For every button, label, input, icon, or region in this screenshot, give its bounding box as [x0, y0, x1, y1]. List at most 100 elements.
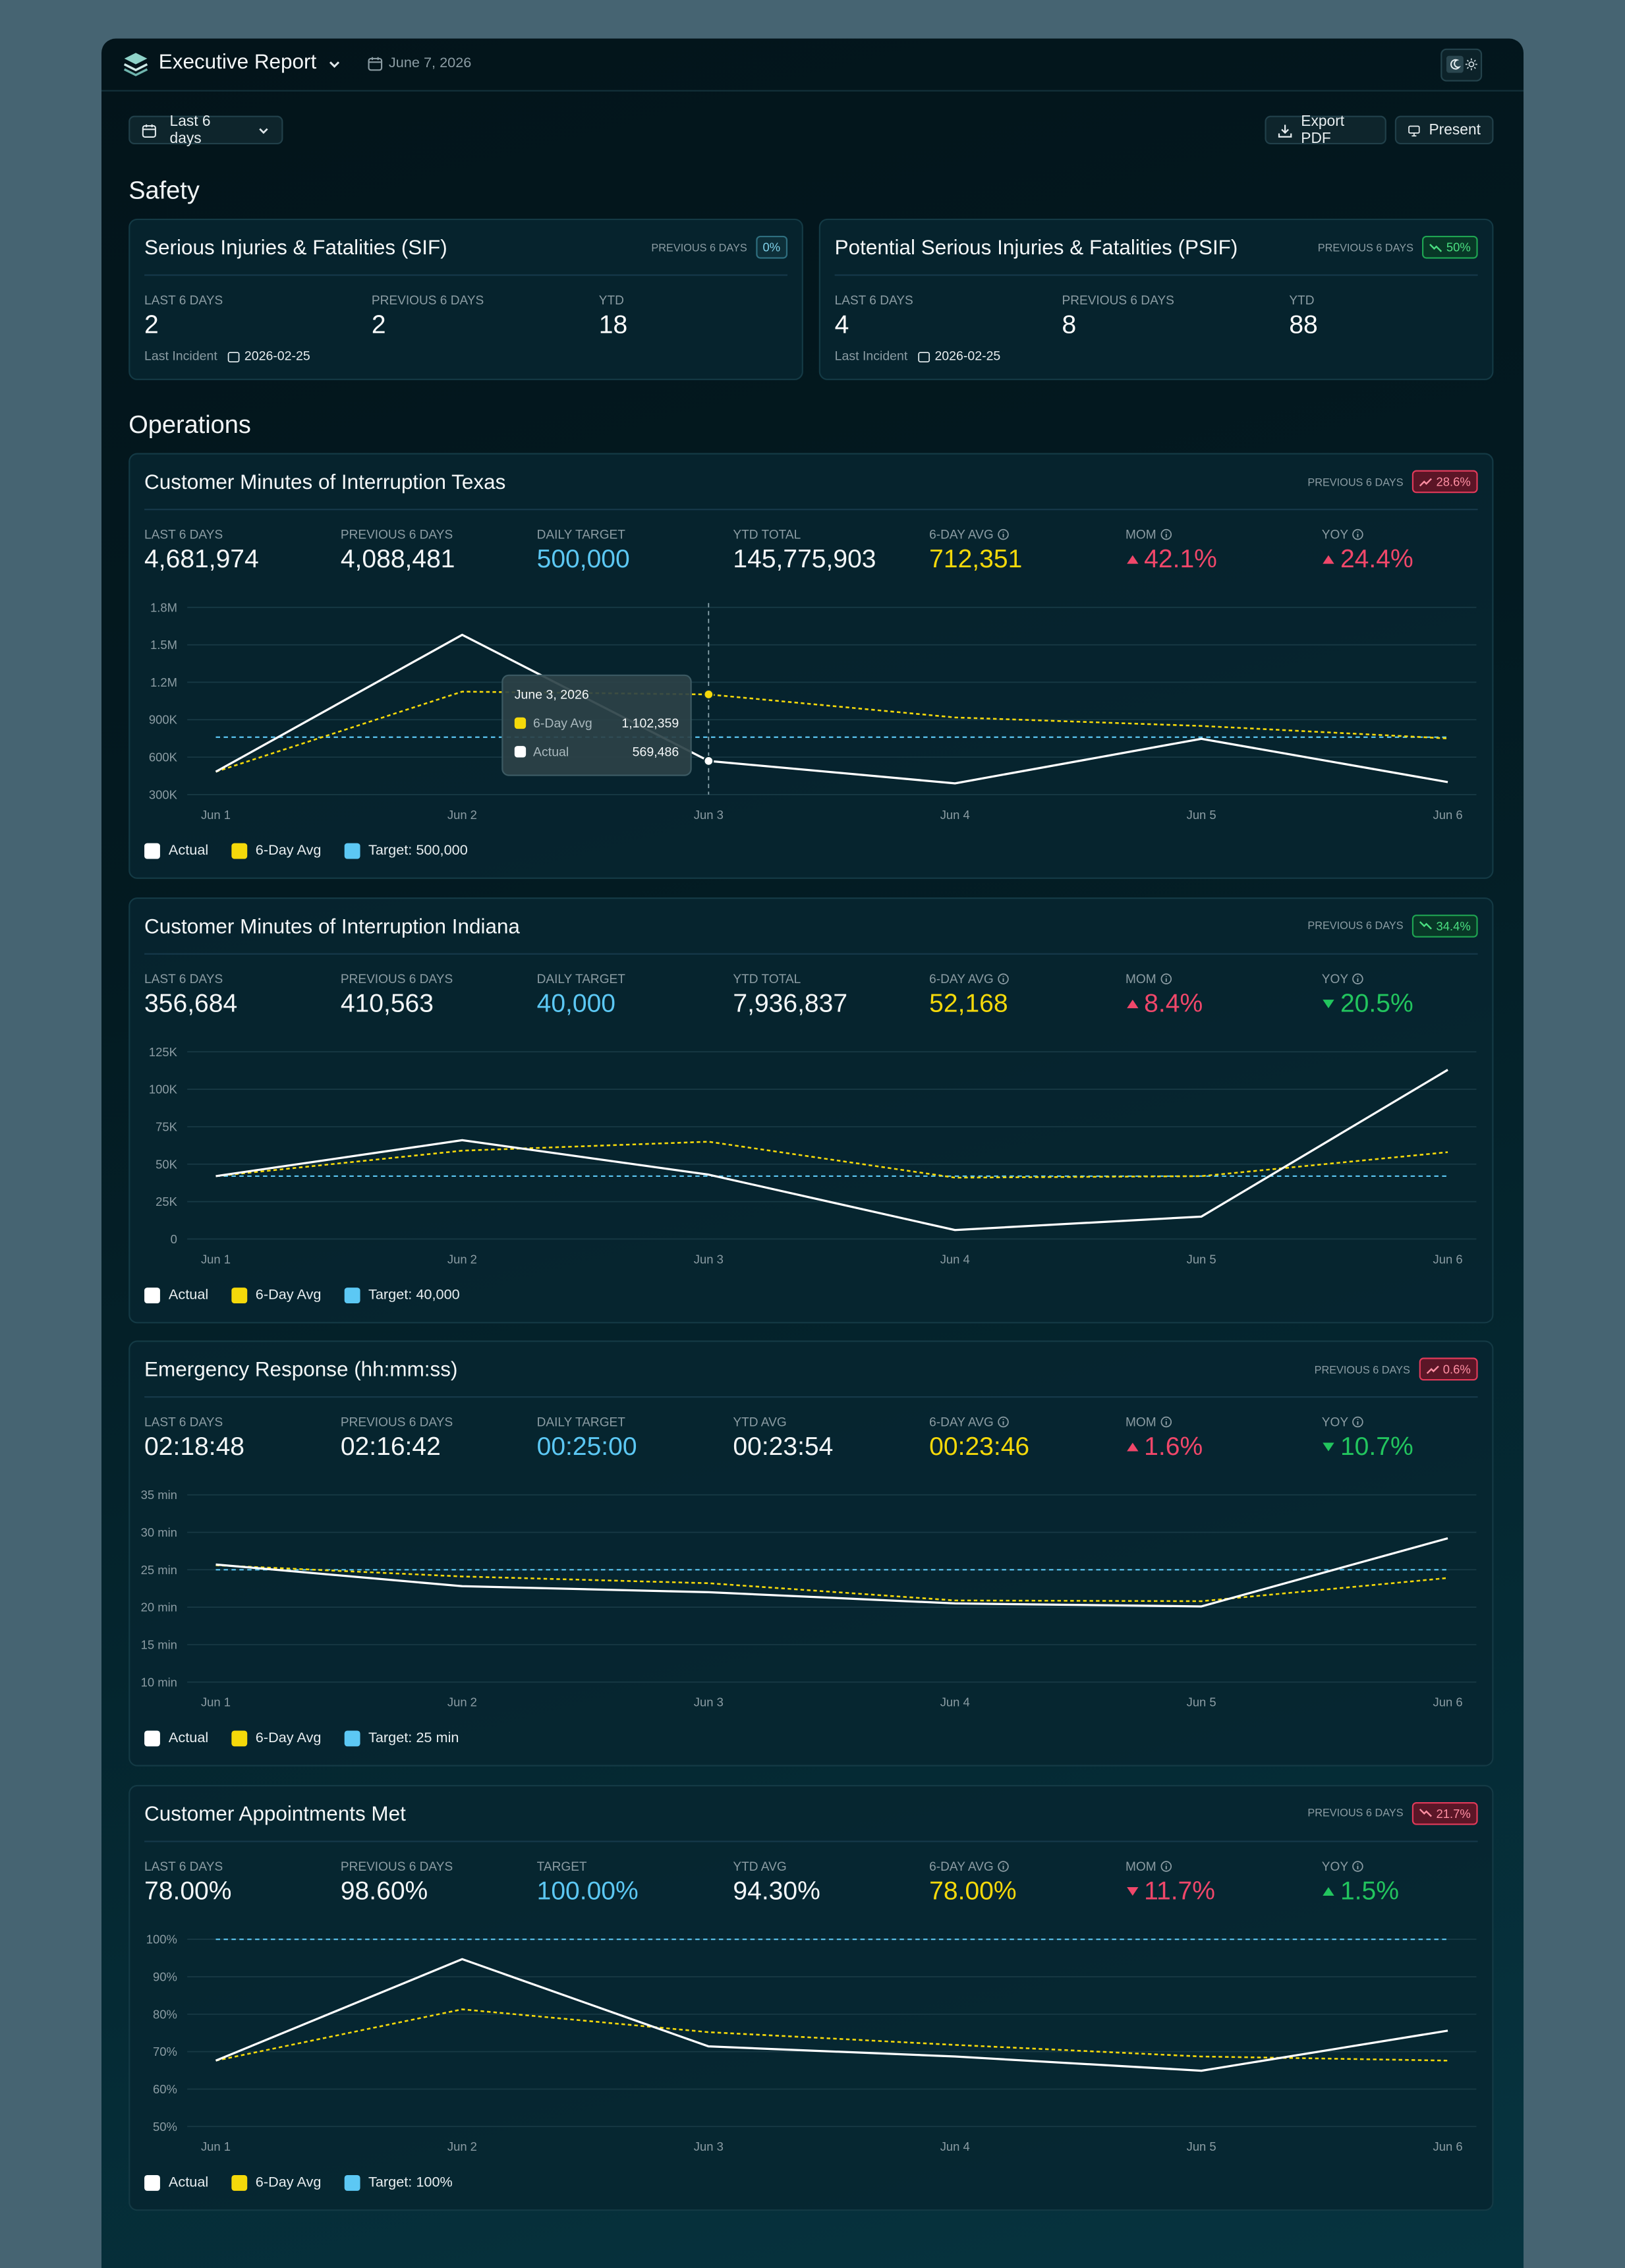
- badge-value: 28.6%: [1436, 474, 1471, 489]
- download-icon: [1278, 124, 1292, 137]
- present-icon: [1408, 125, 1420, 136]
- stat-value-text: 100.00%: [536, 1875, 639, 1905]
- incident: 2026-02-25: [917, 349, 1000, 363]
- report-panel: Executive Report June 7, 2026 Last 6 day…: [101, 38, 1524, 2268]
- y-tick-label: 100K: [149, 1082, 178, 1096]
- info-icon: [1160, 973, 1172, 984]
- export-button[interactable]: Export PDF: [1265, 113, 1386, 147]
- stat-label: PREVIOUS 6 DAYS: [341, 1415, 453, 1429]
- y-tick-label: 75K: [156, 1119, 177, 1133]
- trend-path: [1429, 242, 1442, 252]
- stat-value: 410,563: [341, 988, 434, 1019]
- theme-toggle: [1440, 48, 1483, 82]
- tooltip-row: 6-Day Avg 1,102,359: [514, 716, 679, 731]
- incident-date: 2026-02-25: [244, 349, 310, 363]
- legend-item: 6-Day Avg: [231, 1287, 322, 1303]
- legend-label: Target: 100%: [368, 2174, 453, 2190]
- divider: [144, 1840, 1478, 1842]
- comparison-label: PREVIOUS 6 DAYS: [1307, 919, 1404, 932]
- y-tick-label: 30 min: [141, 1525, 177, 1539]
- stat-label: YTD TOTAL: [733, 527, 801, 542]
- legend-label: 6-Day Avg: [255, 843, 322, 859]
- incident-label: Last Incident: [834, 349, 908, 363]
- legend-swatch: [344, 1287, 360, 1303]
- legend-label: 6-Day Avg: [255, 1287, 322, 1303]
- card-title: Customer Minutes of Interruption Indiana: [144, 915, 520, 938]
- change-arrow: [1322, 999, 1334, 1008]
- metric-panel: Customer Minutes of Interruption Indiana…: [128, 896, 1494, 1323]
- info-circle: [998, 528, 1010, 540]
- stat-value: 02:18:48: [144, 1432, 244, 1462]
- legend-swatch: [231, 843, 247, 859]
- present-button[interactable]: Present: [1394, 115, 1494, 145]
- comparison-label: PREVIOUS 6 DAYS: [1307, 475, 1404, 488]
- series-line: [215, 1537, 1448, 1608]
- legend-item: Target: 100%: [344, 2174, 453, 2190]
- info-icon: [1352, 528, 1364, 540]
- stat-label: MOM: [1126, 527, 1172, 542]
- incident-date: 2026-02-25: [934, 349, 1001, 363]
- calendar-frame: [918, 351, 930, 362]
- stat-value: 10.7%: [1322, 1432, 1413, 1462]
- trend-path: [1419, 921, 1432, 930]
- trend-icon: [1419, 921, 1432, 930]
- metric-panel: Emergency Response (hh:mm:ss) PREVIOUS 6 …: [128, 1340, 1494, 1767]
- legend-swatch: [144, 1730, 160, 1747]
- series-line: [215, 2008, 1448, 2061]
- incident-label: Last Incident: [144, 349, 217, 363]
- stat-label: TARGET: [537, 1859, 587, 1873]
- legend-swatch: [344, 1730, 360, 1747]
- x-tick-label: Jun 3: [694, 2139, 724, 2153]
- stat-value-text: 24.4%: [1340, 544, 1413, 573]
- change-arrow: [1322, 1442, 1334, 1452]
- x-tick-label: Jun 4: [940, 1695, 970, 1709]
- title-chevron[interactable]: [328, 57, 342, 72]
- stat-value-text: 42.1%: [1144, 544, 1217, 573]
- stat-value-text: 94.30%: [733, 1875, 820, 1905]
- stat-value: 2: [144, 310, 159, 339]
- divider: [144, 1396, 1478, 1398]
- range-select[interactable]: Last 6 days: [128, 113, 283, 147]
- legend: Actual 6-Day Avg Target: 25 min: [144, 1730, 459, 1747]
- tooltip-name: 6-Day Avg: [532, 716, 592, 731]
- stat-label: MOM: [1126, 971, 1172, 985]
- legend: Actual 6-Day Avg Target: 500,000: [144, 843, 468, 859]
- series-line: [215, 1564, 1448, 1602]
- stat-label: PREVIOUS 6 DAYS: [371, 293, 484, 308]
- stat-label: YOY: [1322, 971, 1364, 985]
- stat-value: 24.4%: [1322, 544, 1413, 575]
- stat-value: 02:16:42: [341, 1432, 441, 1462]
- stat-label-text: YTD AVG: [733, 1415, 787, 1429]
- x-tick-label: Jun 6: [1433, 1695, 1463, 1709]
- dark-mode[interactable]: [1446, 55, 1464, 73]
- metric-panel: Customer Appointments Met PREVIOUS 6 DAYS…: [128, 1784, 1494, 2211]
- arrow-shape: [1322, 1442, 1334, 1452]
- divider: [144, 509, 1478, 511]
- stat-value: 8.4%: [1126, 988, 1203, 1019]
- report-title[interactable]: Executive Report: [158, 51, 317, 74]
- tooltip-row: Actual 569,486: [514, 745, 679, 759]
- stat-value: 1.6%: [1126, 1432, 1203, 1462]
- legend-label: Actual: [168, 843, 209, 859]
- x-tick-label: Jun 6: [1433, 1251, 1463, 1265]
- y-tick-label: 1.2M: [150, 675, 177, 689]
- x-tick-label: Jun 1: [201, 2139, 231, 2153]
- calendar-icon: [368, 57, 383, 71]
- tooltip-swatch: [514, 746, 527, 758]
- x-tick-label: Jun 3: [694, 1695, 724, 1709]
- y-tick-label: 80%: [153, 2006, 177, 2020]
- stat-label-text: 6-DAY AVG: [929, 1415, 994, 1429]
- incident: 2026-02-25: [227, 349, 310, 363]
- stat-label: YTD: [1289, 293, 1315, 308]
- legend-item: Actual: [144, 1730, 208, 1747]
- x-tick-label: Jun 5: [1187, 1251, 1216, 1265]
- stat-label: DAILY TARGET: [537, 527, 625, 542]
- comparison-label: PREVIOUS 6 DAYS: [1307, 1806, 1404, 1819]
- light-mode[interactable]: [1464, 56, 1479, 73]
- badge-value: 0%: [762, 240, 781, 255]
- chevron: [259, 127, 269, 134]
- info-icon: [998, 973, 1010, 984]
- info-circle: [1352, 1860, 1364, 1871]
